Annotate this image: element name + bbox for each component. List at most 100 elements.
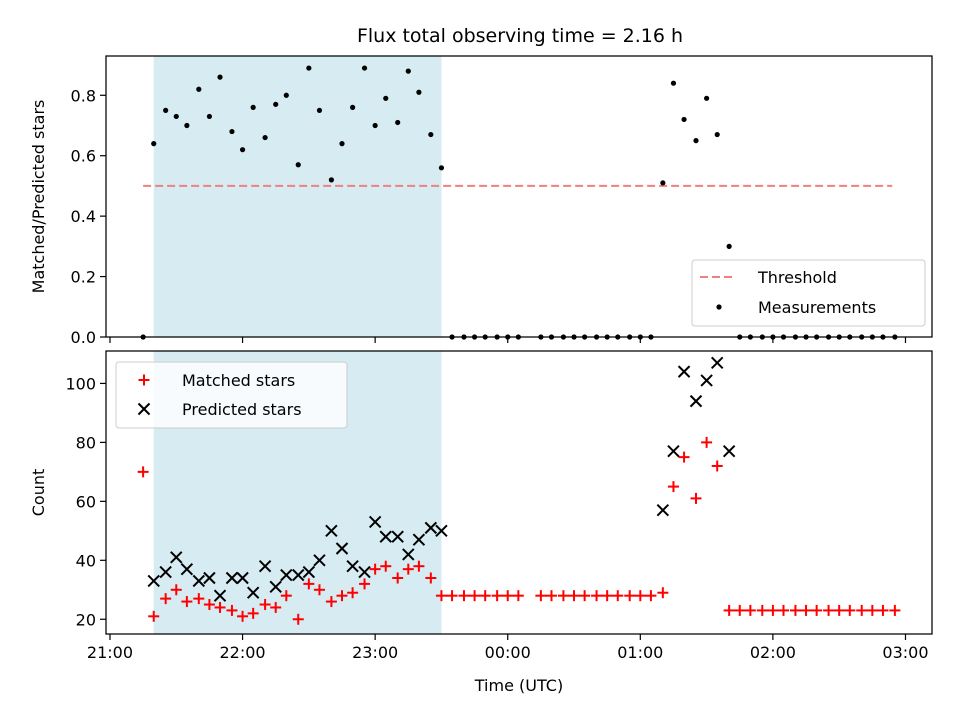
predicted-star-point	[203, 571, 216, 585]
matched-star-point	[612, 590, 624, 602]
matched-star-point	[425, 572, 437, 584]
measurement-point	[726, 243, 732, 249]
predicted-star-point	[180, 562, 194, 576]
matched-star-point	[811, 604, 823, 616]
measurement-point	[395, 119, 401, 126]
predicted-star-point	[302, 565, 316, 579]
measurement-point	[250, 104, 256, 110]
bottom-panel: 21:00 22:00 23:00 00:00 01:00 02:00 03:00 20 40…	[29, 350, 933, 695]
predicted-star-point	[236, 571, 249, 585]
matched-star-point	[690, 492, 702, 504]
measurement-point	[693, 138, 699, 144]
matched-star-point	[591, 590, 603, 602]
matched-star-point	[491, 590, 503, 602]
matched-star-point	[347, 587, 359, 599]
matched-star-point	[402, 563, 414, 575]
predicted-star-point	[412, 533, 426, 546]
measurement-point	[184, 122, 190, 129]
bottom-legend-box	[115, 361, 348, 429]
matched-star-point	[181, 596, 193, 608]
measurement-point	[283, 92, 289, 98]
top-panel-frame	[105, 55, 933, 338]
matched-star-point	[137, 466, 149, 478]
x-tick-label: 03:00	[882, 643, 928, 662]
x-tick-label: 02:00	[750, 643, 796, 662]
measurement-point	[438, 165, 445, 171]
measurement-point	[196, 86, 202, 92]
matched-star-point	[479, 590, 491, 602]
measurement-point	[704, 95, 710, 101]
predicted-star-point	[402, 548, 415, 561]
bottom-legend: Matched stars Predicted stars	[115, 361, 348, 429]
measurement-point	[262, 134, 268, 141]
predicted-star-point	[269, 580, 282, 594]
bottom-y-tick-label: 60	[76, 492, 96, 511]
legend-predicted-label: Predicted stars	[182, 400, 302, 419]
predicted-star-point	[379, 530, 392, 543]
bottom-y-axis-label: Count	[29, 469, 48, 517]
matched-star-point	[856, 604, 868, 616]
matched-star-point	[877, 604, 889, 616]
matched-star-point	[369, 563, 381, 575]
matched-star-point	[778, 604, 790, 616]
measurement-point	[383, 95, 389, 101]
matched-star-point	[634, 590, 646, 602]
matched-star-point	[280, 590, 292, 602]
predicted-star-point	[335, 542, 349, 555]
matched-star-point	[545, 590, 557, 602]
predicted-star-point	[258, 559, 272, 573]
matched-star-point	[413, 560, 425, 572]
predicted-star-point	[292, 568, 305, 582]
x-tick-label: 01:00	[617, 643, 663, 662]
predicted-star-point	[711, 356, 724, 369]
predicted-star-point	[313, 554, 326, 567]
predicted-star-point	[225, 571, 239, 585]
matched-star-point	[645, 590, 657, 602]
x-tick-label: 21:00	[87, 643, 133, 662]
matched-star-point	[380, 560, 392, 572]
legend-measurements-swatch	[716, 304, 722, 310]
predicted-star-point	[424, 521, 438, 535]
matched-star-point	[711, 460, 723, 472]
predicted-star-point	[192, 574, 206, 588]
matched-star-point	[325, 596, 337, 608]
measurement-point	[151, 141, 157, 147]
measurement-point	[361, 65, 368, 71]
top-y-tick-label: 0.2	[71, 268, 96, 287]
measurement-point	[339, 141, 345, 147]
measurement-point	[163, 107, 169, 113]
bottom-y-tick-label: 80	[76, 433, 96, 452]
legend-x-mark	[137, 402, 151, 416]
top-y-tick-label: 0.4	[71, 207, 96, 226]
matched-star-point	[866, 604, 878, 616]
legend-plus-mark	[138, 374, 150, 386]
matched-star-point	[844, 604, 856, 616]
measurement-point	[328, 177, 334, 183]
measurement-point	[217, 74, 223, 80]
measurement-point	[316, 107, 323, 113]
matched-star-point	[170, 584, 182, 596]
predicted-star-point	[700, 374, 713, 387]
matched-star-point	[292, 613, 304, 625]
matched-star-point	[601, 590, 613, 602]
predicted-star-point	[325, 524, 338, 538]
top-y-tick-label: 0.6	[71, 147, 96, 166]
matched-star-point	[678, 451, 690, 463]
measurement-point	[295, 162, 301, 168]
measurement-point	[416, 89, 422, 95]
matched-star-point	[226, 604, 238, 616]
top-y-tick-label: 0.0	[71, 328, 96, 347]
matched-star-point	[148, 610, 160, 622]
legend-predicted-swatch	[137, 402, 151, 416]
top-y-axis-label: Matched/Predicted stars	[29, 100, 48, 294]
predicted-star-point	[346, 559, 359, 573]
top-legend-box	[691, 259, 926, 327]
measurement-point	[670, 80, 677, 86]
predicted-star-point	[435, 524, 448, 538]
matched-star-point	[823, 604, 835, 616]
measurement-point	[405, 68, 411, 74]
matched-star-point	[701, 436, 713, 448]
matched-star-point	[160, 593, 172, 605]
predicted-star-point	[358, 565, 371, 579]
